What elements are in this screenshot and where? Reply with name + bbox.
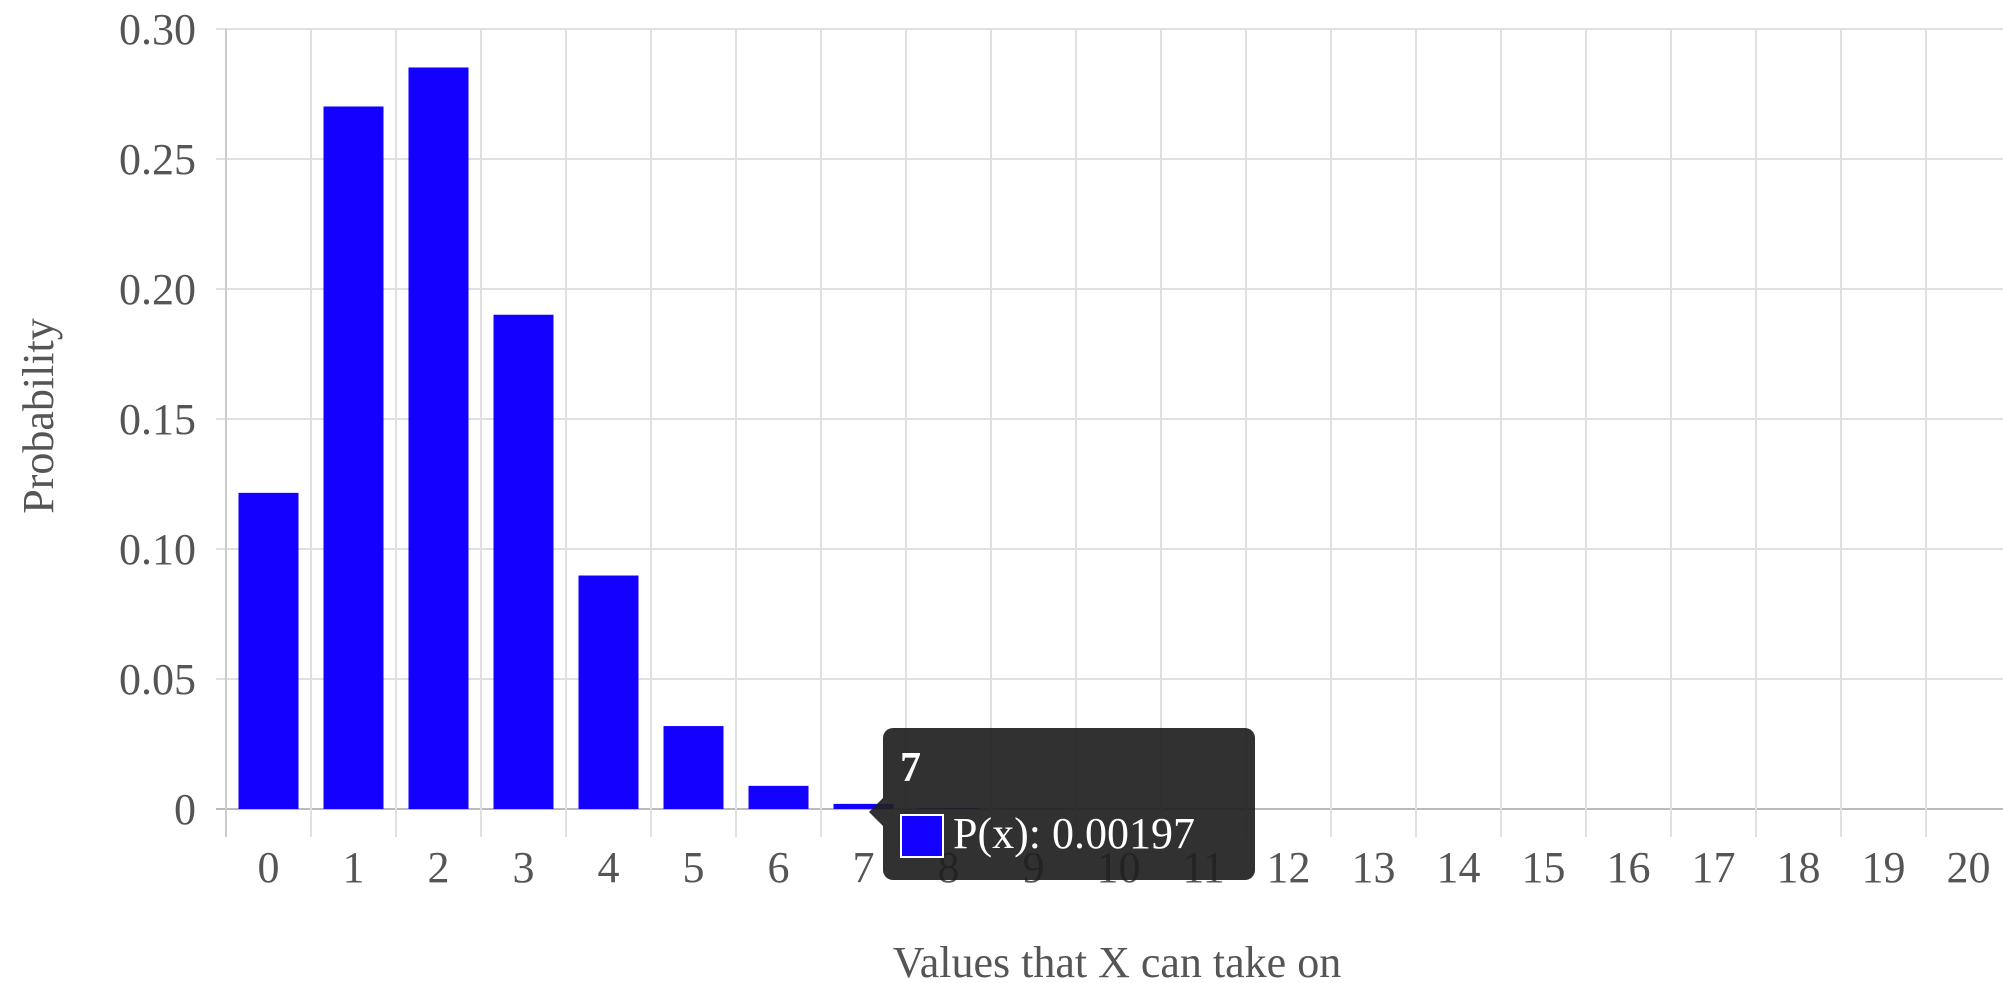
y-tick-label: 0 — [174, 785, 196, 834]
bar-6[interactable] — [748, 785, 809, 809]
x-tick-label: 6 — [768, 843, 790, 892]
chart-tooltip: 7 P(x): 0.00197 — [869, 728, 1255, 880]
tooltip-title: 7 — [900, 745, 921, 791]
x-tick-label: 1 — [343, 843, 365, 892]
y-tick-label: 0.05 — [119, 655, 196, 704]
y-tick-label: 0.15 — [119, 395, 196, 444]
y-axis-ticks: 0 0.05 0.10 0.15 0.20 0.25 0.30 — [119, 5, 196, 834]
y-tick-label: 0.10 — [119, 525, 196, 574]
tooltip-pointer — [869, 798, 883, 826]
bar-0[interactable] — [238, 492, 299, 809]
x-tick-label: 16 — [1607, 843, 1651, 892]
grid — [216, 28, 2003, 837]
x-tick-label: 2 — [428, 843, 450, 892]
bar-5[interactable] — [663, 726, 724, 809]
x-tick-label: 18 — [1777, 843, 1821, 892]
bar-4[interactable] — [578, 575, 639, 809]
y-tick-label: 0.30 — [119, 5, 196, 54]
x-tick-label: 12 — [1267, 843, 1311, 892]
x-tick-label: 14 — [1437, 843, 1481, 892]
x-tick-label: 19 — [1862, 843, 1906, 892]
bar-1[interactable] — [323, 106, 384, 810]
x-tick-label: 4 — [598, 843, 620, 892]
x-tick-label: 7 — [853, 843, 875, 892]
x-tick-label: 3 — [513, 843, 535, 892]
x-tick-label: 5 — [683, 843, 705, 892]
bar-3[interactable] — [493, 314, 554, 809]
x-tick-label: 0 — [258, 843, 280, 892]
bar-7[interactable] — [833, 803, 894, 809]
x-tick-label: 20 — [1947, 843, 1991, 892]
x-tick-label: 17 — [1692, 843, 1736, 892]
y-tick-label: 0.25 — [119, 135, 196, 184]
bar-2[interactable] — [408, 67, 469, 810]
y-tick-label: 0.20 — [119, 265, 196, 314]
x-axis-label: Values that X can take on — [893, 938, 1341, 983]
tooltip-label: P(x): 0.00197 — [953, 809, 1195, 858]
bars — [238, 67, 1064, 810]
tooltip-swatch — [900, 814, 944, 858]
x-tick-label: 13 — [1352, 843, 1396, 892]
x-tick-label: 15 — [1522, 843, 1566, 892]
y-axis-label: Probability — [14, 318, 63, 514]
